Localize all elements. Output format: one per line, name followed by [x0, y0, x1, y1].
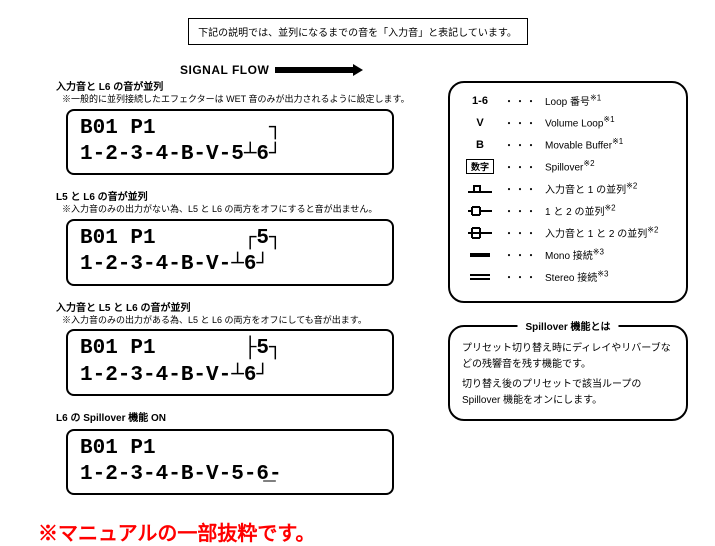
lcd-display: B01 P1 ┐ 1-2-3-4-B-V-5┴6┘ — [66, 109, 394, 176]
legend-symbol — [464, 253, 496, 257]
example-note: ※入力音のみの出力がある為、L5 と L6 の両方をオフにしても音が出ます。 — [62, 315, 430, 326]
legend-desc: 入力音と 1 の並列※2 — [545, 181, 637, 196]
legend-box: 1-6 ・・・ Loop 番号※1 V ・・・ Volume Loop※1 B ・・・ Mova… — [448, 81, 688, 303]
legend-desc: Movable Buffer※1 — [545, 137, 623, 151]
signal-flow-label: SIGNAL FLOW — [180, 63, 705, 77]
lcd-display: B01 P1 ┌5┐ 1-2-3-4-B-V-┴6┘ — [66, 219, 394, 286]
spillover-body: 切り替え後のプリセットで該当ループの Spillover 機能をオンにします。 — [462, 377, 674, 409]
example-title: L6 の Spillover 機能 ON — [56, 412, 430, 425]
legend-desc: Loop 番号※1 — [545, 93, 601, 108]
legend-desc: Stereo 接続※3 — [545, 269, 608, 284]
arrow-icon — [275, 67, 355, 73]
footer-excerpt-note: ※マニュアルの一部抜粋です。 — [38, 517, 705, 546]
example-2: L5 と L6 の音が並列 ※入力音のみの出力がない為、L5 と L6 の両方を… — [10, 191, 430, 285]
legend-desc: Spillover※2 — [545, 159, 595, 173]
legend-row: B ・・・ Movable Buffer※1 — [464, 137, 674, 152]
example-4: L6 の Spillover 機能 ON B01 P1 1-2-3-4-B-V-… — [10, 412, 430, 496]
legend-symbol: 1-6 — [464, 95, 496, 107]
legend-row: V ・・・ Volume Loop※1 — [464, 115, 674, 130]
legend-row: 数字・・・ Spillover※2 — [464, 159, 674, 174]
example-title: L5 と L6 の音が並列 — [56, 191, 430, 204]
top-note: 下記の説明では、並列になるまでの音を「入力音」と表記しています。 — [188, 18, 528, 45]
legend-dots: ・・・ — [504, 137, 537, 152]
legend-row: ・・・ Mono 接続※3 — [464, 247, 674, 262]
example-title: 入力音と L6 の音が並列 — [56, 81, 430, 94]
legend-dots: ・・・ — [504, 159, 537, 174]
spillover-box: Spillover 機能とは プリセット切り替え時にディレイやリバーブなどの残響… — [448, 325, 688, 421]
example-note: ※入力音のみの出力がない為、L5 と L6 の両方をオフにすると音が出ません。 — [62, 204, 430, 215]
legend-symbol — [464, 274, 496, 280]
signal-flow-text: SIGNAL FLOW — [180, 63, 269, 77]
legend-symbol: 数字 — [464, 159, 496, 174]
legend-dots: ・・・ — [504, 181, 537, 196]
legend-desc: 入力音と 1 と 2 の並列※2 — [545, 225, 658, 240]
legend-symbol — [464, 204, 496, 218]
legend-dots: ・・・ — [504, 269, 537, 284]
legend-row: ・・・ Stereo 接続※3 — [464, 269, 674, 284]
example-title: 入力音と L5 と L6 の音が並列 — [56, 302, 430, 315]
legend-dots: ・・・ — [504, 247, 537, 262]
spillover-body: プリセット切り替え時にディレイやリバーブなどの残響音を残す機能です。 — [462, 341, 674, 373]
example-3: 入力音と L5 と L6 の音が並列 ※入力音のみの出力がある為、L5 と L6… — [10, 302, 430, 396]
legend-symbol: V — [464, 117, 496, 129]
example-1: 入力音と L6 の音が並列 ※一般的に並列接続したエフェクターは WET 音のみ… — [10, 81, 430, 175]
legend-row: ・・・入力音と 1 の並列※2 — [464, 181, 674, 196]
legend-dots: ・・・ — [504, 93, 537, 108]
examples-column: 入力音と L6 の音が並列 ※一般的に並列接続したエフェクターは WET 音のみ… — [10, 81, 430, 511]
legend-row: 1-6 ・・・ Loop 番号※1 — [464, 93, 674, 108]
lcd-display: B01 P1 ├5┐ 1-2-3-4-B-V-┴6┘ — [66, 329, 394, 396]
legend-desc: Volume Loop※1 — [545, 115, 615, 129]
legend-symbol — [464, 226, 496, 240]
legend-dots: ・・・ — [504, 115, 537, 130]
legend-dots: ・・・ — [504, 225, 537, 240]
spillover-title: Spillover 機能とは — [517, 320, 618, 336]
lcd-display: B01 P1 1-2-3-4-B-V-5-6̲- — [66, 429, 394, 496]
legend-symbol — [464, 182, 496, 196]
legend-desc: 1 と 2 の並列※2 — [545, 203, 616, 218]
legend-dots: ・・・ — [504, 203, 537, 218]
legend-row: ・・・入力音と 1 と 2 の並列※2 — [464, 225, 674, 240]
example-note: ※一般的に並列接続したエフェクターは WET 音のみが出力されるように設定します… — [62, 94, 430, 105]
legend-row: ・・・ 1 と 2 の並列※2 — [464, 203, 674, 218]
legend-symbol: B — [464, 139, 496, 151]
legend-desc: Mono 接続※3 — [545, 247, 604, 262]
